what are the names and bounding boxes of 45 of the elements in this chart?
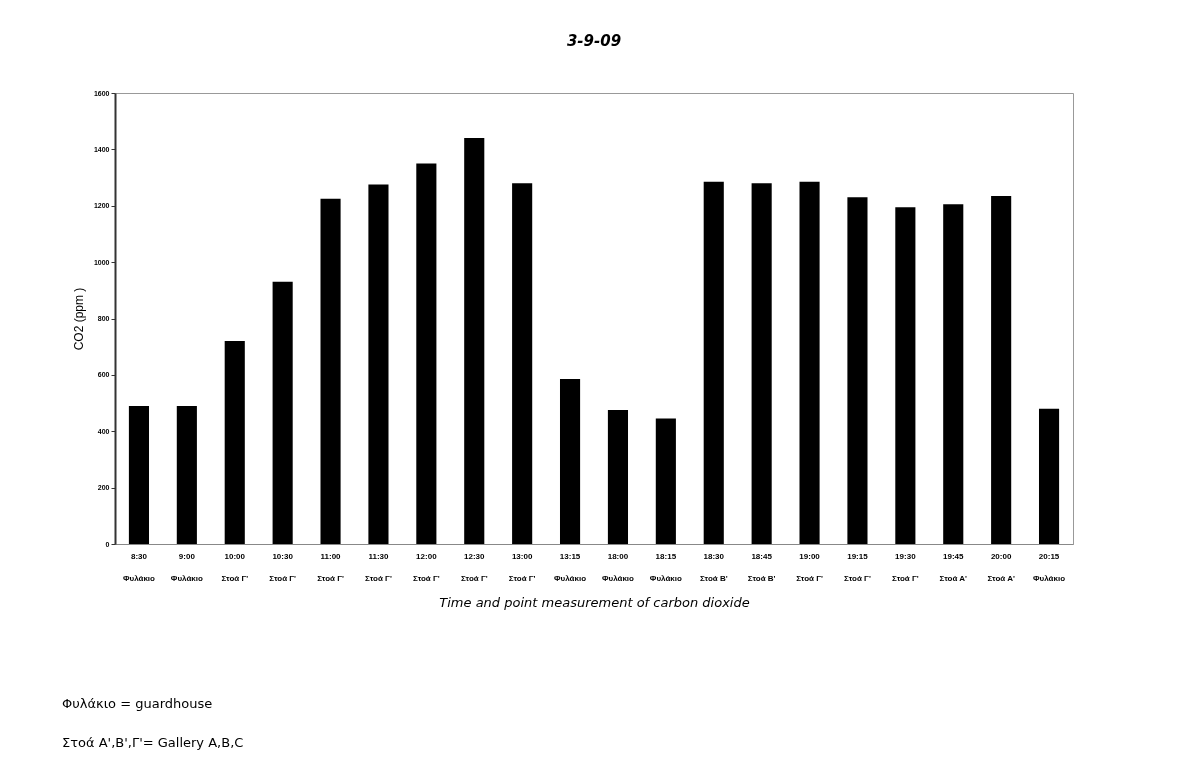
text: Στοά Α',Β',Γ'= Gallery A,B,C (62, 735, 244, 750)
chart-title: 3-9-09 (566, 32, 622, 50)
bar (464, 138, 485, 544)
category-label: 19:30 Στοά Γ' (891, 551, 919, 583)
bar (368, 184, 389, 544)
bar (895, 207, 916, 544)
category-label: 18:45 Στοά Β' (747, 551, 776, 583)
category-label: 19:15 Στοά Γ' (844, 551, 871, 583)
category-label: 20:15 Φυλάκιο (1033, 551, 1066, 583)
category-label: 18:00 Φυλάκιο (601, 551, 634, 583)
bar (991, 195, 1012, 544)
bar (416, 163, 437, 544)
bar (703, 181, 724, 544)
category-label: 12:30 Στοά Γ' (460, 551, 488, 583)
category-label: 19:00 Στοά Γ' (796, 551, 823, 583)
category-label: 8:30 Φυλάκιο (122, 551, 155, 583)
category-label: 18:15 Φυλάκιο (649, 551, 682, 583)
bar (320, 198, 341, 544)
bar (607, 410, 629, 544)
text: Φυλάκιο = guardhouse (62, 696, 214, 711)
category-label: 18:30 Στοά Β' (699, 551, 728, 583)
bar (847, 197, 868, 544)
bar (751, 183, 772, 544)
category-label: 13:00 Στοά Γ' (508, 551, 536, 583)
category-label: 19:45 Στοά Α' (939, 551, 967, 583)
bar (176, 405, 197, 544)
category-label: 10:00 Στοά Γ' (221, 551, 249, 583)
category-label: 11:30 Στοά Γ' (365, 551, 392, 583)
bar (943, 204, 964, 544)
bar (799, 181, 820, 544)
category-label: 10:30 Στοά Γ' (269, 551, 297, 583)
bar (655, 418, 676, 544)
bar (1038, 408, 1060, 544)
bar (128, 405, 150, 544)
category-label: 20:00 Στοά Α' (987, 551, 1015, 583)
bar (512, 183, 533, 544)
category-label: 9:00 Φυλάκιο (170, 551, 203, 583)
bar (224, 341, 245, 544)
y-axis-title: CO2 (ppm ) (71, 287, 86, 351)
category-label: 11:00 Στοά Γ' (317, 551, 344, 583)
category-label: 12:00 Στοά Γ' (412, 551, 440, 583)
bar (272, 281, 293, 544)
x-axis-title: Time and point measurement of carbon dioxide (439, 594, 750, 610)
category-label: 13:15 Φυλάκιο (554, 551, 587, 583)
bar (559, 379, 581, 544)
